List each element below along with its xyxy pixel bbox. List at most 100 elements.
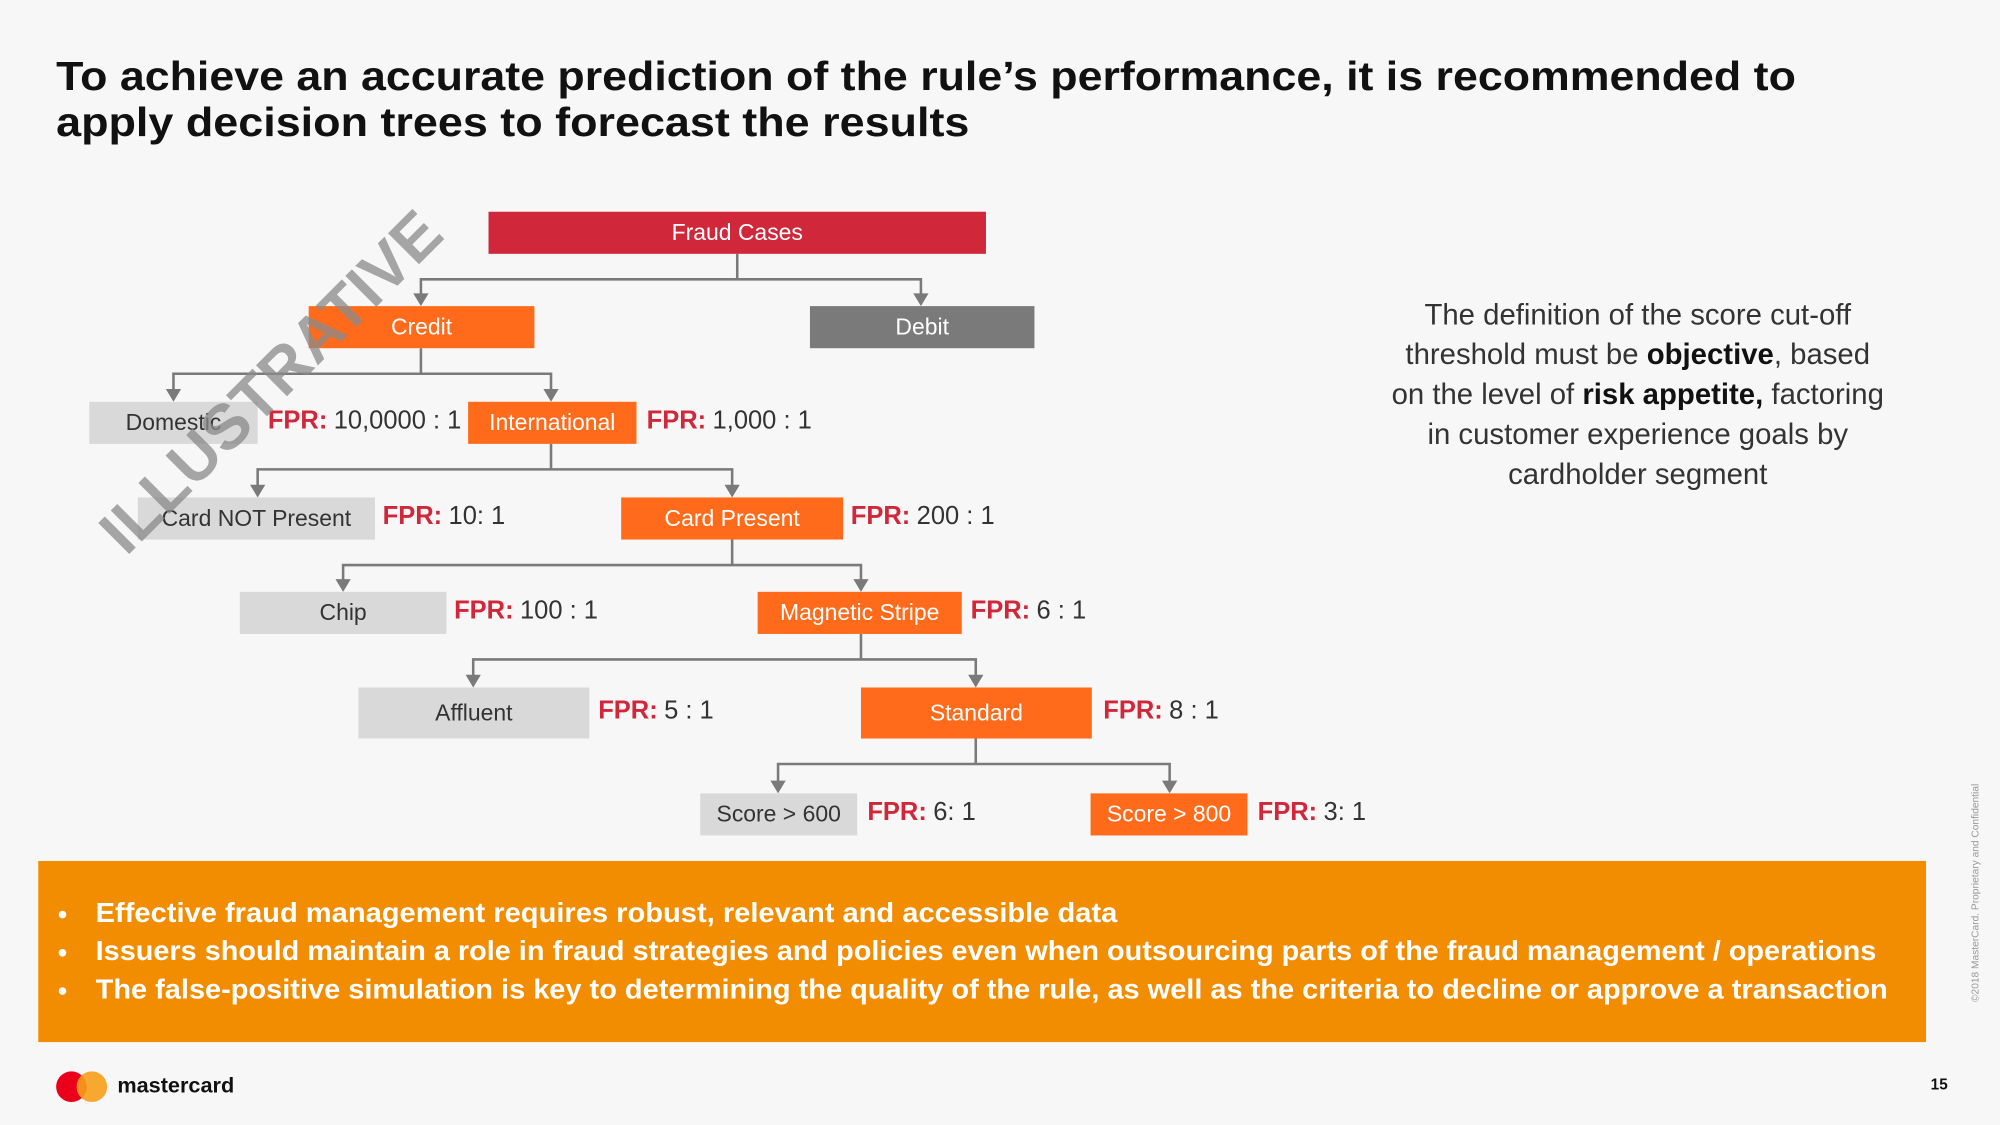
fpr-text: FPR: 10,0000 : 1 [268,406,462,434]
node-label: Card NOT Present [162,505,352,531]
bullet-dot [58,948,67,957]
fpr-value: 5 : 1 [664,696,714,724]
connector [256,443,734,488]
fpr-value: 3: 1 [1324,798,1367,826]
fpr-value: 6 : 1 [1037,596,1087,624]
fpr-key: FPR: [598,696,658,724]
side-note-text: The definition of the score cut-off [1424,298,1851,331]
fpr-value: 6: 1 [933,798,976,826]
side-note-text: , based [1774,338,1870,371]
tree-node [468,401,637,444]
tree-node [137,497,375,540]
arrow-head [165,389,182,402]
fpr-key: FPR: [851,502,911,530]
side-note-bold: risk appetite, [1582,378,1763,411]
tree-node [239,591,447,634]
arrow-head [250,484,266,498]
fpr-text: FPR: 6 : 1 [971,596,1087,624]
bullet-text: Issuers should maintain a role in fraud … [96,935,1877,966]
fpr-key: FPR: [867,798,927,826]
arrow-head [770,780,786,794]
node-label: Credit [391,314,453,340]
node-label: Domestic [126,409,222,435]
tree-node [488,211,986,254]
fpr-value: 8 : 1 [1169,696,1219,724]
bullet-text: Effective fraud management requires robu… [96,897,1118,928]
arrow-head [335,579,351,592]
bullet-dot [58,910,67,919]
fpr-value: 100 : 1 [520,596,598,624]
fpr-text: FPR: 100 : 1 [454,596,598,624]
arrow-head [913,293,929,307]
summary-box [38,860,1927,1043]
side-note-text: in customer experience goals by [1427,418,1848,451]
tree-node [358,687,590,739]
connectors [165,253,1178,794]
copyright: ©2018 MasterCard. Proprietary and Confid… [1970,784,1981,1002]
connector [471,633,978,678]
fpr-value: 200 : 1 [917,502,995,530]
fpr-key: FPR: [383,502,443,530]
node-label: Chip [320,599,367,625]
tree-node [1090,793,1248,836]
brand-name: mastercard [117,1072,234,1097]
fpr-value: 10,0000 : 1 [334,406,462,434]
fpr-text: FPR: 1,000 : 1 [647,406,812,434]
arrow-head [413,293,429,307]
node-label: Fraud Cases [672,219,803,245]
tree-node [757,591,962,634]
arrow-head [724,484,740,498]
fpr-value: 1,000 : 1 [713,406,812,434]
arrow-head [968,674,984,688]
side-note-text: threshold must be [1405,338,1646,371]
bullet-dot [58,987,67,995]
fpr-key: FPR: [647,406,706,434]
fpr-key: FPR: [1103,696,1163,724]
side-note-text: cardholder segment [1508,458,1767,491]
fpr-value: 10: 1 [449,502,506,530]
node-label: Magnetic Stripe [780,599,939,625]
connector [776,738,1171,784]
side-note-line: cardholder segment [1508,458,1767,491]
fpr-key: FPR: [971,596,1031,624]
connector [419,253,923,296]
arrow-head [853,579,869,592]
fpr-text: FPR: 3: 1 [1258,798,1366,826]
fpr-text: FPR: 5 : 1 [598,696,714,724]
connector [341,539,863,582]
tree-node [809,306,1035,349]
node-label: International [489,409,615,435]
side-note-line: on the level of risk appetite, factoring [1392,378,1884,411]
fpr-text: FPR: 8 : 1 [1103,696,1219,724]
fpr-key: FPR: [454,596,514,624]
side-note-bold: objective [1647,338,1774,371]
side-note-line: threshold must be objective, based [1405,338,1870,371]
node-label: Card Present [665,505,801,531]
page-number: 15 [1931,1077,1949,1094]
side-note-text: on the level of [1392,378,1583,411]
tree-node [308,306,535,349]
tree-node [89,401,258,444]
node-label: Standard [930,699,1023,725]
arrow-head [1161,780,1178,794]
slide-title: apply decision trees to forecast the res… [56,99,969,145]
tree-node [621,497,844,540]
side-note-text: factoring [1763,378,1884,411]
node-label: Debit [895,314,949,340]
fpr-text: FPR: 6: 1 [867,798,975,826]
fpr-text: FPR: 10: 1 [383,502,506,530]
fpr-text: FPR: 200 : 1 [851,502,995,530]
arrow-head [543,389,559,402]
tree-node [860,687,1092,739]
side-note-line: in customer experience goals by [1427,418,1848,451]
tree-node [700,793,858,836]
slide-title: To achieve an accurate prediction of the… [56,53,1796,99]
fpr-key: FPR: [268,406,328,434]
node-label: Score > 800 [1107,801,1231,827]
logo-orange [76,1071,108,1103]
bullet-text: The false-positive simulation is key to … [96,973,1888,1004]
node-label: Affluent [435,699,513,725]
side-note-line: The definition of the score cut-off [1424,298,1851,331]
